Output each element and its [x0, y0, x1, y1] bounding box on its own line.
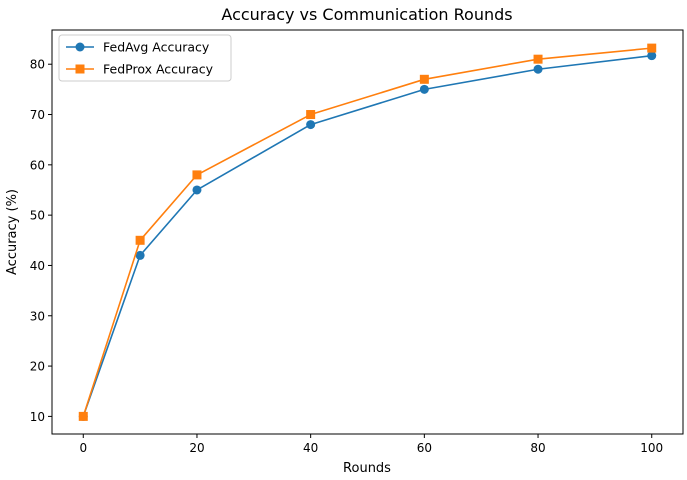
data-point-fedprox: [135, 235, 145, 245]
data-point-fedavg: [647, 51, 657, 61]
plot-area: [78, 43, 657, 421]
legend-label-fedavg: FedAvg Accuracy: [103, 40, 210, 55]
y-tick-label: 10: [30, 410, 45, 424]
data-point-fedavg: [306, 120, 316, 130]
data-point-fedprox: [306, 110, 316, 120]
y-tick-label: 40: [30, 259, 45, 273]
legend-marker-fedprox: [75, 64, 85, 74]
data-point-fedprox: [533, 54, 543, 64]
plot-frame: [51, 29, 684, 435]
series-fedprox: [78, 43, 657, 421]
chart-title: Accuracy vs Communication Rounds: [221, 5, 512, 24]
data-point-fedavg: [192, 185, 202, 195]
legend: FedAvg Accuracy FedProx Accuracy: [58, 34, 232, 82]
x-tick-label: 40: [303, 441, 318, 455]
data-point-fedavg: [135, 250, 145, 260]
data-point-fedprox: [419, 74, 429, 84]
data-point-fedprox: [78, 411, 88, 421]
x-tick-label: 20: [189, 441, 204, 455]
series-line-fedavg: [82, 54, 652, 417]
y-tick-label: 80: [30, 58, 45, 72]
x-tick-label: 60: [417, 441, 432, 455]
y-tick-label: 50: [30, 209, 45, 223]
series-line-fedprox: [82, 47, 652, 417]
y-tick-label: 70: [30, 108, 45, 122]
data-point-fedprox: [192, 170, 202, 180]
y-axis-label: Accuracy (%): [5, 189, 20, 275]
x-axis: 0 20 40 60 80 100: [79, 434, 663, 455]
x-axis-label: Rounds: [343, 461, 391, 476]
x-tick-label: 80: [530, 441, 545, 455]
legend-frame: [58, 34, 232, 82]
legend-marker-fedavg: [75, 42, 85, 52]
x-tick-label: 100: [640, 441, 663, 455]
y-tick-label: 60: [30, 158, 45, 172]
data-point-fedavg: [419, 84, 429, 94]
series-fedavg: [78, 51, 657, 421]
x-tick-label: 0: [79, 441, 87, 455]
data-point-fedprox: [647, 43, 657, 53]
data-point-fedavg: [533, 64, 543, 74]
legend-label-fedprox: FedProx Accuracy: [103, 62, 214, 77]
y-tick-label: 30: [30, 309, 45, 323]
y-tick-label: 20: [30, 360, 45, 374]
y-axis: 10 20 30 40 50 60 70 80: [30, 58, 52, 424]
